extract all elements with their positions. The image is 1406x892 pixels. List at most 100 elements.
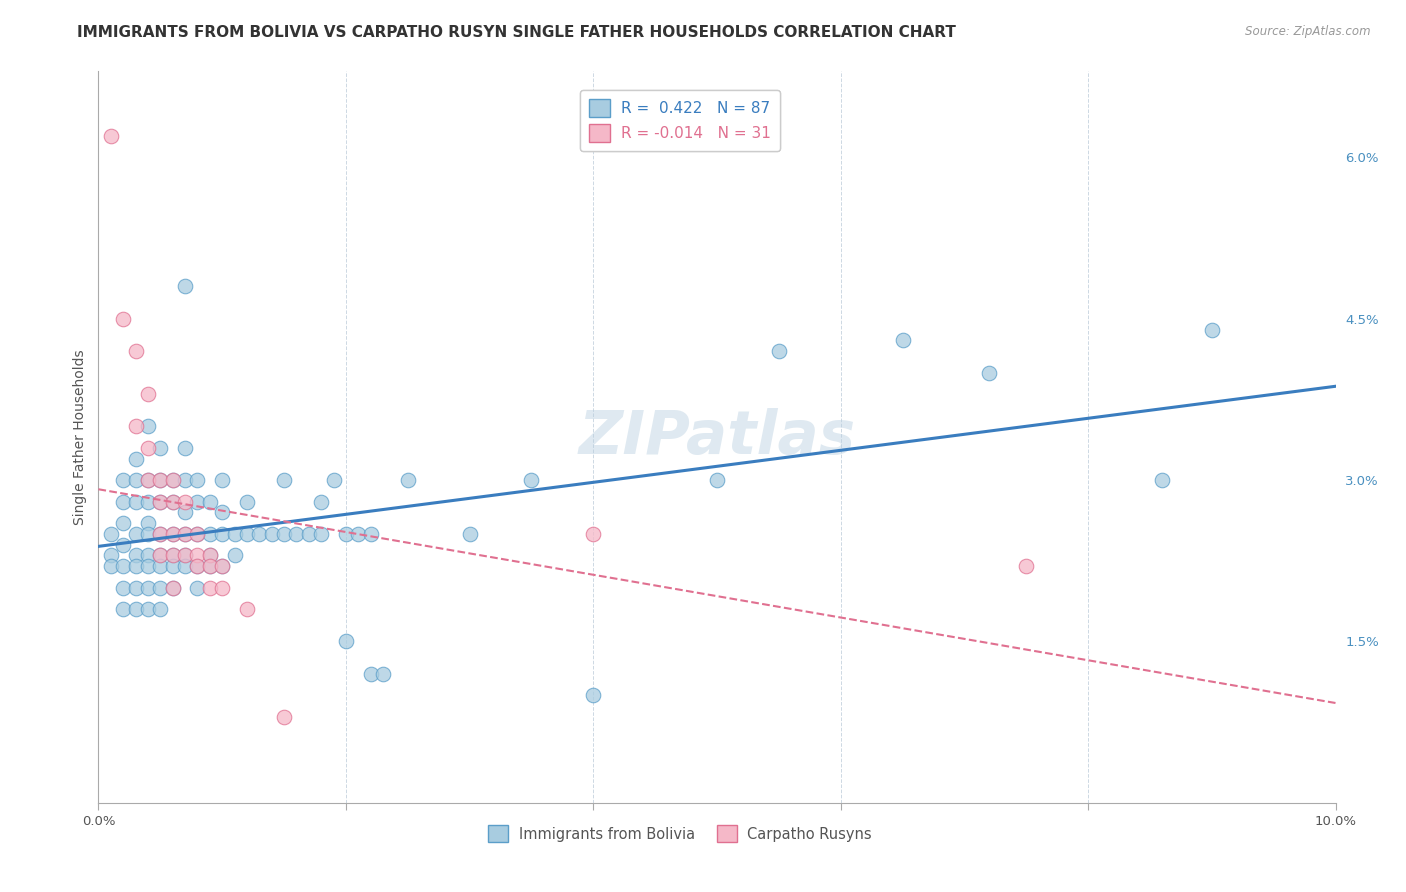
Point	[211, 505, 233, 519]
Point	[112, 581, 135, 595]
Point	[100, 549, 122, 563]
Point	[162, 527, 184, 541]
Point	[149, 549, 172, 563]
Point	[198, 559, 221, 574]
Point	[162, 559, 184, 574]
Point	[174, 559, 197, 574]
Point	[186, 559, 208, 574]
Point	[347, 527, 370, 541]
Point	[322, 473, 344, 487]
Point	[149, 473, 172, 487]
Point	[371, 666, 394, 681]
Text: ZIPatlas: ZIPatlas	[578, 408, 856, 467]
Point	[149, 494, 172, 508]
Point	[149, 473, 172, 487]
Point	[162, 527, 184, 541]
Point	[211, 559, 233, 574]
Point	[124, 549, 146, 563]
Point	[112, 311, 135, 326]
Point	[162, 473, 184, 487]
Point	[360, 527, 382, 541]
Point	[112, 473, 135, 487]
Point	[224, 549, 246, 563]
Point	[335, 634, 357, 648]
Point	[582, 688, 605, 702]
Point	[198, 549, 221, 563]
Point	[891, 333, 914, 347]
Point	[224, 527, 246, 541]
Point	[186, 527, 208, 541]
Point	[236, 602, 259, 616]
Point	[298, 527, 321, 541]
Point	[768, 344, 790, 359]
Point	[198, 527, 221, 541]
Point	[124, 494, 146, 508]
Point	[211, 559, 233, 574]
Point	[186, 549, 208, 563]
Point	[198, 559, 221, 574]
Point	[124, 602, 146, 616]
Point	[124, 451, 146, 466]
Point	[136, 473, 159, 487]
Point	[186, 581, 208, 595]
Point	[236, 494, 259, 508]
Point	[186, 494, 208, 508]
Point	[706, 473, 728, 487]
Point	[112, 602, 135, 616]
Point	[273, 710, 295, 724]
Point	[112, 538, 135, 552]
Point	[136, 581, 159, 595]
Point	[162, 581, 184, 595]
Point	[186, 527, 208, 541]
Point	[149, 441, 172, 455]
Point	[174, 549, 197, 563]
Point	[124, 344, 146, 359]
Point	[211, 473, 233, 487]
Point	[198, 494, 221, 508]
Point	[273, 473, 295, 487]
Point	[136, 516, 159, 530]
Point	[124, 419, 146, 434]
Point	[162, 581, 184, 595]
Point	[309, 527, 332, 541]
Point	[136, 473, 159, 487]
Point	[162, 473, 184, 487]
Point	[136, 441, 159, 455]
Point	[162, 549, 184, 563]
Point	[136, 549, 159, 563]
Point	[458, 527, 481, 541]
Point	[1201, 322, 1223, 336]
Point	[174, 549, 197, 563]
Point	[1015, 559, 1038, 574]
Point	[112, 516, 135, 530]
Point	[520, 473, 543, 487]
Point	[174, 527, 197, 541]
Point	[309, 494, 332, 508]
Point	[211, 581, 233, 595]
Point	[360, 666, 382, 681]
Point	[247, 527, 270, 541]
Point	[162, 494, 184, 508]
Point	[335, 527, 357, 541]
Point	[136, 602, 159, 616]
Point	[174, 279, 197, 293]
Point	[162, 549, 184, 563]
Point	[149, 581, 172, 595]
Point	[236, 527, 259, 541]
Point	[174, 473, 197, 487]
Point	[186, 473, 208, 487]
Point	[979, 366, 1001, 380]
Point	[149, 559, 172, 574]
Point	[174, 441, 197, 455]
Point	[112, 559, 135, 574]
Point	[396, 473, 419, 487]
Point	[136, 559, 159, 574]
Legend: Immigrants from Bolivia, Carpatho Rusyns: Immigrants from Bolivia, Carpatho Rusyns	[482, 820, 877, 848]
Point	[186, 559, 208, 574]
Text: Source: ZipAtlas.com: Source: ZipAtlas.com	[1246, 25, 1371, 38]
Point	[198, 581, 221, 595]
Point	[136, 527, 159, 541]
Point	[100, 527, 122, 541]
Point	[124, 559, 146, 574]
Point	[582, 527, 605, 541]
